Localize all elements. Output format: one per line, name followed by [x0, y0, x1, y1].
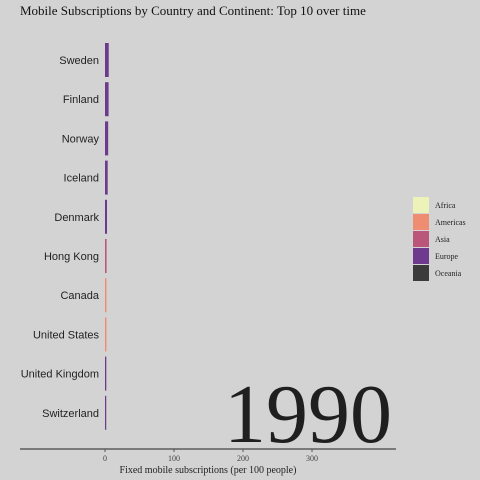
category-labels: Sweden Finland Norway Iceland Denmark Hong Ko… — [21, 55, 100, 420]
x-ticks: 0 100 200 300 — [103, 449, 318, 463]
legend-swatch-asia — [413, 231, 429, 247]
bars-group — [105, 43, 109, 430]
category-label: Norway — [62, 133, 100, 145]
legend-label: Africa — [435, 201, 456, 210]
bar-switzerland — [105, 395, 107, 430]
legend-label: Europe — [435, 252, 459, 261]
legend-label: Americas — [435, 218, 466, 227]
x-axis-title: Fixed mobile subscriptions (per 100 peop… — [120, 465, 297, 476]
category-label: Hong Kong — [44, 251, 99, 263]
bar-iceland — [105, 160, 108, 195]
category-label: Finland — [63, 94, 99, 106]
year-label: 1990 — [224, 368, 392, 461]
x-tick-label: 200 — [237, 454, 249, 463]
bar-finland — [105, 82, 109, 117]
category-label: United States — [33, 329, 100, 341]
bar-norway — [105, 121, 109, 156]
chart-title: Mobile Subscriptions by Country and Cont… — [20, 3, 366, 18]
bar-canada — [105, 278, 107, 313]
bar-hong-kong — [105, 239, 107, 273]
bar-united-kingdom — [105, 356, 107, 391]
x-tick-label: 0 — [103, 454, 107, 463]
bar-united-states — [105, 317, 107, 352]
category-label: Iceland — [64, 173, 99, 185]
legend: Africa Americas Asia Europe Oceania — [413, 197, 466, 281]
category-label: United Kingdom — [21, 369, 99, 381]
bar-denmark — [105, 199, 108, 234]
legend-label: Oceania — [435, 269, 462, 278]
category-label: Sweden — [59, 55, 99, 67]
x-tick-label: 100 — [168, 454, 180, 463]
category-label: Switzerland — [42, 408, 99, 420]
x-tick-label: 300 — [306, 454, 318, 463]
category-label: Canada — [60, 290, 99, 302]
legend-swatch-americas — [413, 214, 429, 230]
legend-swatch-oceania — [413, 265, 429, 281]
category-label: Denmark — [54, 212, 99, 224]
legend-label: Asia — [435, 235, 450, 244]
legend-swatch-europe — [413, 248, 429, 264]
legend-swatch-africa — [413, 197, 429, 213]
bar-sweden — [105, 43, 109, 77]
